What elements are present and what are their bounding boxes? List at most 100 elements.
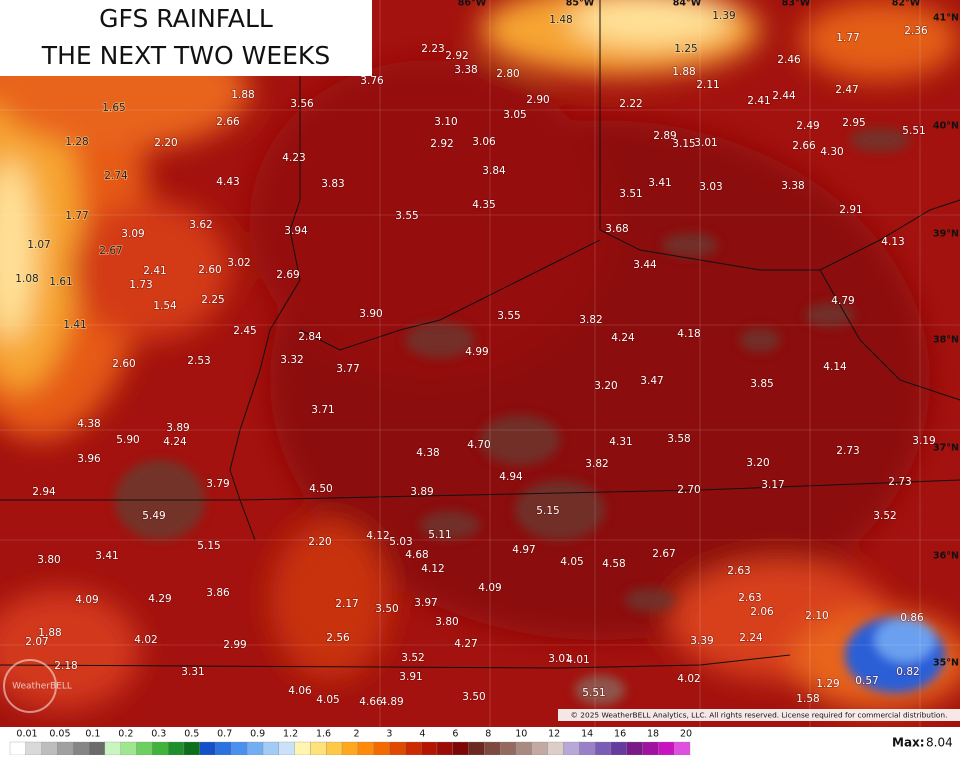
legend-swatch [152,741,169,756]
legend-tick-label: 0.05 [49,729,70,740]
rainfall-value: 4.05 [560,556,583,568]
legend-swatch [57,741,74,756]
rainfall-value: 2.07 [25,636,48,648]
legend-swatch [310,741,327,756]
legend-tick-label: 3 [386,729,392,740]
coordinate-label: 35°N [933,658,959,669]
legend-swatch [389,741,406,756]
coordinate-label: 85°W [566,0,595,9]
rainfall-value: 4.24 [163,436,187,448]
rainfall-value: 2.44 [772,90,796,102]
rainfall-value: 3.62 [189,219,212,231]
legend-swatch [674,741,691,756]
rainfall-value: 1.28 [65,136,88,148]
rainfall-value: 4.58 [602,558,625,570]
legend-swatch [594,741,612,756]
legend-tick-label: 0.01 [16,729,37,740]
rainfall-value: 2.20 [154,137,177,149]
rainfall-value: 4.13 [881,236,904,248]
rainfall-value: 5.49 [142,510,165,522]
legend-swatch [642,741,659,756]
rainfall-value: 4.09 [75,594,98,606]
rainfall-value: 2.24 [739,632,763,644]
legend-swatch [231,741,248,756]
rainfall-value: 0.57 [855,675,878,687]
legend-swatch [373,741,390,756]
rainfall-value: 3.39 [690,635,713,647]
legend-swatch [531,741,548,756]
rainfall-value: 0.82 [896,666,919,678]
rainfall-value: 2.94 [32,486,56,498]
legend-swatch [25,741,42,756]
rainfall-value: 4.30 [820,146,843,158]
legend-tick-label: 18 [647,729,659,740]
rainfall-value: 3.09 [121,228,144,240]
rainfall-value: 3.10 [434,116,457,128]
rainfall-value: 4.43 [216,176,239,188]
rainfall-value: 1.88 [231,89,254,101]
rainfall-value: 2.91 [839,204,862,216]
rainfall-value: 5.03 [389,536,412,548]
rainfall-value: 1.77 [65,210,88,222]
rainfall-value: 3.01 [694,137,717,149]
rainfall-value: 3.55 [497,310,520,322]
rainfall-value: 4.09 [478,582,501,594]
rainfall-value: 4.23 [282,152,305,164]
rainfall-value: 1.54 [153,300,177,312]
legend-swatch [563,741,580,756]
legend-swatch [341,741,359,756]
legend-tick-label: 0.3 [151,729,166,740]
rainfall-value: 2.74 [104,170,128,182]
rainfall-value: 3.02 [227,257,250,269]
rainfall-value: 3.52 [873,510,896,522]
rainfall-value: 1.08 [15,273,38,285]
rainfall-value: 2.46 [777,54,801,66]
coordinate-label: 82°W [892,0,921,9]
copyright-bar [558,709,960,721]
rainfall-value: 1.39 [712,10,735,22]
rainfall-value: 4.12 [366,530,389,542]
rainfall-value: 2.23 [421,43,444,55]
rainfall-value: 5.51 [582,687,605,699]
legend-swatch [500,741,517,756]
rainfall-value: 5.15 [197,540,220,552]
legend-tick-label: 12 [548,729,560,740]
rainfall-value: 5.11 [428,529,451,541]
legend-tick-label: 8 [485,729,491,740]
coordinate-label: 83°W [782,0,811,9]
rainfall-value: 4.12 [421,563,444,575]
coordinate-label: 40°N [933,121,959,132]
rainfall-value: 2.60 [198,264,221,276]
rainfall-value: 2.49 [796,120,819,132]
rainfall-value: 1.61 [49,276,72,288]
legend-swatch [452,741,469,756]
rainfall-value: 4.02 [677,673,700,685]
legend-tick-label: 0.2 [118,729,133,740]
rainfall-value: 2.80 [496,68,519,80]
rainfall-value: 3.20 [746,457,769,469]
legend-swatch [547,741,564,756]
legend-tick-label: 0.7 [217,729,232,740]
legend-swatch [183,741,200,756]
copyright: © 2025 WeatherBELL Analytics, LLC. All r… [571,711,948,720]
rainfall-value: 1.88 [672,66,695,78]
rainfall-value: 2.11 [696,79,719,91]
rainfall-value: 2.67 [652,548,675,560]
coordinate-label: 36°N [933,551,959,562]
rainfall-value: 4.68 [405,549,428,561]
rainfall-value: 3.56 [290,98,314,110]
logo: WeatherBELL [3,659,72,713]
rainfall-value: 1.29 [816,678,839,690]
rainfall-value: 2.73 [836,445,859,457]
rainfall-value: 4.38 [416,447,439,459]
rainfall-value: 2.17 [335,598,358,610]
rainfall-value: 3.20 [594,380,617,392]
rainfall-value: 5.15 [536,505,559,517]
map-background [0,0,960,727]
rainfall-value: 1.58 [796,693,819,705]
rainfall-value: 4.66 [359,696,383,708]
rainfall-value: 2.67 [99,245,122,257]
rainfall-value: 5.90 [116,434,139,446]
title-box [0,0,372,76]
